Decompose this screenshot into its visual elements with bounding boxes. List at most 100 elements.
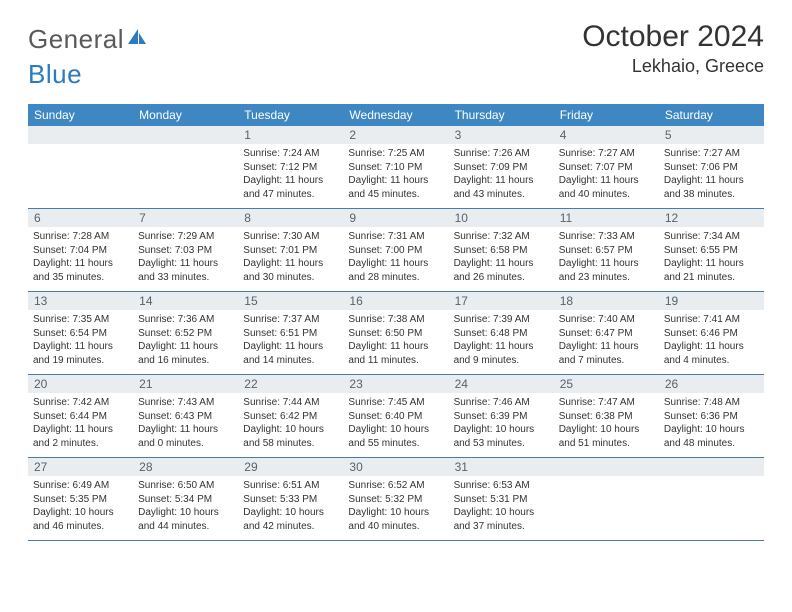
weekday-header: Saturday: [659, 104, 764, 126]
weekday-header: Wednesday: [343, 104, 448, 126]
sunset-text: Sunset: 7:04 PM: [33, 244, 128, 258]
sunrise-text: Sunrise: 7:46 AM: [454, 396, 549, 410]
sunrise-text: Sunrise: 7:47 AM: [559, 396, 654, 410]
day-cell: [28, 126, 133, 208]
daylight-text: Daylight: 10 hours and 37 minutes.: [454, 506, 549, 533]
day-cell: 25Sunrise: 7:47 AMSunset: 6:38 PMDayligh…: [554, 375, 659, 457]
day-cell: 3Sunrise: 7:26 AMSunset: 7:09 PMDaylight…: [449, 126, 554, 208]
sunset-text: Sunset: 6:48 PM: [454, 327, 549, 341]
sunset-text: Sunset: 6:46 PM: [664, 327, 759, 341]
day-body: Sunrise: 7:33 AMSunset: 6:57 PMDaylight:…: [554, 227, 659, 286]
day-cell: 20Sunrise: 7:42 AMSunset: 6:44 PMDayligh…: [28, 375, 133, 457]
day-body: Sunrise: 7:39 AMSunset: 6:48 PMDaylight:…: [449, 310, 554, 369]
sunset-text: Sunset: 6:44 PM: [33, 410, 128, 424]
daylight-text: Daylight: 10 hours and 48 minutes.: [664, 423, 759, 450]
day-number: 21: [133, 375, 238, 393]
day-body: Sunrise: 7:29 AMSunset: 7:03 PMDaylight:…: [133, 227, 238, 286]
weekday-header: Thursday: [449, 104, 554, 126]
day-body: Sunrise: 7:32 AMSunset: 6:58 PMDaylight:…: [449, 227, 554, 286]
calendar-page: General October 2024 Lekhaio, Greece Blu…: [0, 0, 792, 551]
day-body: Sunrise: 7:44 AMSunset: 6:42 PMDaylight:…: [238, 393, 343, 452]
day-cell: [659, 458, 764, 540]
day-cell: 26Sunrise: 7:48 AMSunset: 6:36 PMDayligh…: [659, 375, 764, 457]
day-cell: 30Sunrise: 6:52 AMSunset: 5:32 PMDayligh…: [343, 458, 448, 540]
daylight-text: Daylight: 11 hours and 47 minutes.: [243, 174, 338, 201]
sunrise-text: Sunrise: 7:27 AM: [664, 147, 759, 161]
sunrise-text: Sunrise: 7:42 AM: [33, 396, 128, 410]
sunset-text: Sunset: 5:32 PM: [348, 493, 443, 507]
month-title: October 2024: [582, 20, 764, 54]
sunset-text: Sunset: 6:43 PM: [138, 410, 233, 424]
sunrise-text: Sunrise: 7:37 AM: [243, 313, 338, 327]
sunrise-text: Sunrise: 7:26 AM: [454, 147, 549, 161]
day-body: Sunrise: 7:28 AMSunset: 7:04 PMDaylight:…: [28, 227, 133, 286]
daylight-text: Daylight: 10 hours and 58 minutes.: [243, 423, 338, 450]
daylight-text: Daylight: 11 hours and 28 minutes.: [348, 257, 443, 284]
day-number: 23: [343, 375, 448, 393]
day-number: 25: [554, 375, 659, 393]
sunrise-text: Sunrise: 6:53 AM: [454, 479, 549, 493]
daylight-text: Daylight: 11 hours and 7 minutes.: [559, 340, 654, 367]
sunrise-text: Sunrise: 6:51 AM: [243, 479, 338, 493]
day-number: 2: [343, 126, 448, 144]
day-body: Sunrise: 6:53 AMSunset: 5:31 PMDaylight:…: [449, 476, 554, 535]
day-number: 6: [28, 209, 133, 227]
day-cell: 10Sunrise: 7:32 AMSunset: 6:58 PMDayligh…: [449, 209, 554, 291]
daylight-text: Daylight: 10 hours and 42 minutes.: [243, 506, 338, 533]
sunset-text: Sunset: 6:39 PM: [454, 410, 549, 424]
daylight-text: Daylight: 11 hours and 11 minutes.: [348, 340, 443, 367]
day-body: Sunrise: 7:46 AMSunset: 6:39 PMDaylight:…: [449, 393, 554, 452]
sunrise-text: Sunrise: 7:40 AM: [559, 313, 654, 327]
sunrise-text: Sunrise: 7:41 AM: [664, 313, 759, 327]
sunrise-text: Sunrise: 7:34 AM: [664, 230, 759, 244]
day-number: 30: [343, 458, 448, 476]
sunrise-text: Sunrise: 7:32 AM: [454, 230, 549, 244]
sunrise-text: Sunrise: 7:31 AM: [348, 230, 443, 244]
day-number: 13: [28, 292, 133, 310]
weekday-header: Sunday: [28, 104, 133, 126]
day-body: Sunrise: 7:36 AMSunset: 6:52 PMDaylight:…: [133, 310, 238, 369]
day-body: Sunrise: 7:35 AMSunset: 6:54 PMDaylight:…: [28, 310, 133, 369]
day-body: Sunrise: 7:43 AMSunset: 6:43 PMDaylight:…: [133, 393, 238, 452]
day-body: Sunrise: 7:48 AMSunset: 6:36 PMDaylight:…: [659, 393, 764, 452]
day-body: Sunrise: 7:34 AMSunset: 6:55 PMDaylight:…: [659, 227, 764, 286]
day-number: [554, 458, 659, 476]
sunrise-text: Sunrise: 7:48 AM: [664, 396, 759, 410]
sunrise-text: Sunrise: 7:36 AM: [138, 313, 233, 327]
day-cell: 1Sunrise: 7:24 AMSunset: 7:12 PMDaylight…: [238, 126, 343, 208]
day-cell: 15Sunrise: 7:37 AMSunset: 6:51 PMDayligh…: [238, 292, 343, 374]
day-cell: 2Sunrise: 7:25 AMSunset: 7:10 PMDaylight…: [343, 126, 448, 208]
calendar-grid: Sunday Monday Tuesday Wednesday Thursday…: [28, 104, 764, 541]
day-number: 18: [554, 292, 659, 310]
daylight-text: Daylight: 11 hours and 9 minutes.: [454, 340, 549, 367]
day-body: [659, 476, 764, 536]
day-number: 5: [659, 126, 764, 144]
day-number: 20: [28, 375, 133, 393]
day-cell: 24Sunrise: 7:46 AMSunset: 6:39 PMDayligh…: [449, 375, 554, 457]
sunrise-text: Sunrise: 7:43 AM: [138, 396, 233, 410]
sunrise-text: Sunrise: 6:49 AM: [33, 479, 128, 493]
day-cell: 7Sunrise: 7:29 AMSunset: 7:03 PMDaylight…: [133, 209, 238, 291]
daylight-text: Daylight: 11 hours and 30 minutes.: [243, 257, 338, 284]
sunset-text: Sunset: 6:47 PM: [559, 327, 654, 341]
sunset-text: Sunset: 6:36 PM: [664, 410, 759, 424]
sunset-text: Sunset: 7:06 PM: [664, 161, 759, 175]
sunset-text: Sunset: 6:58 PM: [454, 244, 549, 258]
week-row: 6Sunrise: 7:28 AMSunset: 7:04 PMDaylight…: [28, 209, 764, 292]
day-body: [554, 476, 659, 536]
week-row: 13Sunrise: 7:35 AMSunset: 6:54 PMDayligh…: [28, 292, 764, 375]
sunset-text: Sunset: 5:33 PM: [243, 493, 338, 507]
day-number: 29: [238, 458, 343, 476]
day-number: 3: [449, 126, 554, 144]
day-cell: 21Sunrise: 7:43 AMSunset: 6:43 PMDayligh…: [133, 375, 238, 457]
day-cell: 4Sunrise: 7:27 AMSunset: 7:07 PMDaylight…: [554, 126, 659, 208]
day-body: Sunrise: 7:30 AMSunset: 7:01 PMDaylight:…: [238, 227, 343, 286]
day-cell: [133, 126, 238, 208]
day-body: Sunrise: 7:40 AMSunset: 6:47 PMDaylight:…: [554, 310, 659, 369]
day-cell: 22Sunrise: 7:44 AMSunset: 6:42 PMDayligh…: [238, 375, 343, 457]
sunrise-text: Sunrise: 7:28 AM: [33, 230, 128, 244]
sunset-text: Sunset: 7:01 PM: [243, 244, 338, 258]
daylight-text: Daylight: 10 hours and 44 minutes.: [138, 506, 233, 533]
sunset-text: Sunset: 7:07 PM: [559, 161, 654, 175]
day-body: Sunrise: 7:31 AMSunset: 7:00 PMDaylight:…: [343, 227, 448, 286]
